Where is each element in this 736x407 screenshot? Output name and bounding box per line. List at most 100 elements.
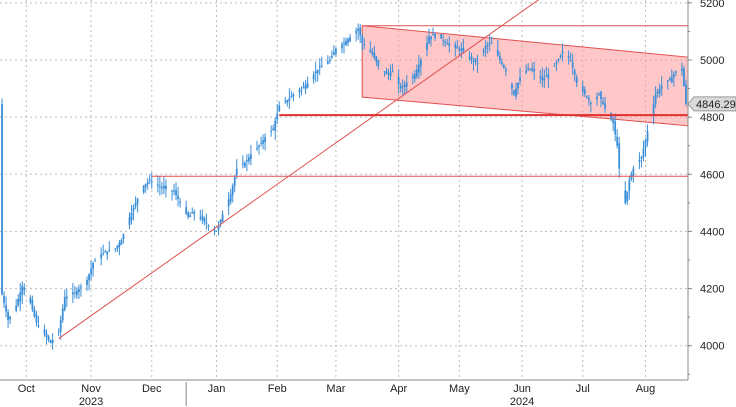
candle-body xyxy=(201,215,204,220)
candle-body xyxy=(341,44,343,49)
trend-lines xyxy=(58,0,688,339)
candle-body xyxy=(328,60,331,61)
candle-body xyxy=(500,62,503,64)
candle-body xyxy=(171,190,173,192)
candle-body xyxy=(363,44,366,46)
candle-body xyxy=(116,245,119,249)
candle-body xyxy=(108,249,111,251)
candle-body xyxy=(330,56,333,58)
candle-body xyxy=(274,120,277,131)
candle-body xyxy=(215,230,218,232)
candle-body xyxy=(203,218,206,222)
candle-body xyxy=(517,82,519,89)
candle-body xyxy=(488,43,491,45)
candle-body xyxy=(419,60,422,67)
candle-body xyxy=(229,194,232,202)
candle-body xyxy=(306,82,309,88)
candle-body xyxy=(217,225,220,231)
candle-body xyxy=(150,181,153,183)
candle-body xyxy=(373,52,376,59)
candle-body xyxy=(502,65,505,68)
channel-band-area xyxy=(361,25,689,127)
candle-body xyxy=(160,187,163,189)
candle-body xyxy=(614,121,617,135)
candle-body xyxy=(302,86,305,88)
candle-body xyxy=(284,100,287,102)
candle-body xyxy=(326,61,329,64)
candle-body xyxy=(343,42,345,45)
candle-body xyxy=(361,35,364,43)
candle-body xyxy=(15,305,18,311)
candle-body xyxy=(205,222,208,224)
candle-body xyxy=(529,68,532,70)
candle-body xyxy=(583,89,586,95)
candle-body xyxy=(569,60,572,61)
candle-body xyxy=(468,57,471,59)
candle-body xyxy=(250,154,252,160)
candle-body xyxy=(173,190,175,192)
candle-body xyxy=(553,65,556,67)
candle-body xyxy=(385,70,388,75)
candle-body xyxy=(73,292,76,294)
candle-body xyxy=(37,325,40,327)
candle-body xyxy=(256,147,258,149)
candle-body xyxy=(31,300,34,310)
candle-body xyxy=(94,260,97,262)
candle-body xyxy=(5,305,7,312)
candle-body xyxy=(683,68,685,87)
candle-body xyxy=(632,168,635,177)
candle-body xyxy=(610,113,613,120)
x-tick-label: Feb xyxy=(268,383,287,395)
x-tick-label: Nov xyxy=(81,383,101,395)
candle-body xyxy=(442,40,445,41)
candle-body xyxy=(57,331,60,333)
grid xyxy=(0,0,688,380)
candle-body xyxy=(375,56,378,62)
candle-body xyxy=(490,42,493,44)
x-tick-label: Jun xyxy=(513,383,531,395)
candle-body xyxy=(345,40,347,46)
candle-body xyxy=(670,77,673,83)
candle-body xyxy=(292,94,295,97)
x-tick-label: May xyxy=(449,383,470,395)
candle-body xyxy=(555,62,558,65)
candle-body xyxy=(144,183,147,187)
candle-body xyxy=(158,185,161,187)
candle-body xyxy=(472,60,475,62)
candle-body xyxy=(666,80,669,82)
candle-body xyxy=(165,185,167,190)
candle-body xyxy=(314,71,317,74)
candle-body xyxy=(357,28,360,31)
candle-body xyxy=(231,185,234,196)
candle-body xyxy=(456,46,459,49)
candle-body xyxy=(417,64,420,73)
candle-body xyxy=(413,74,416,79)
candle-body xyxy=(92,262,94,269)
candle-body xyxy=(320,65,323,68)
candle-body xyxy=(100,254,103,259)
candle-body xyxy=(189,215,192,217)
candle-body xyxy=(638,160,641,162)
candle-body xyxy=(35,314,38,323)
candle-body xyxy=(587,97,590,100)
candle-body xyxy=(227,199,230,207)
candle-body xyxy=(470,56,473,60)
candle-body xyxy=(415,69,418,77)
candle-body xyxy=(656,91,659,94)
x-tick-label: Aug xyxy=(636,383,656,395)
candle-body xyxy=(260,142,262,144)
candle-body xyxy=(65,296,68,299)
candle-body xyxy=(51,340,54,344)
x-tick-label: Apr xyxy=(390,383,407,395)
candle-body xyxy=(513,90,515,95)
candle-body xyxy=(104,251,107,253)
candle-body xyxy=(434,34,436,38)
candle-body xyxy=(106,251,109,255)
candle-body xyxy=(298,90,301,93)
candle-body xyxy=(128,217,131,226)
candle-body xyxy=(142,185,145,193)
candle-body xyxy=(519,77,521,81)
candle-body xyxy=(616,136,619,146)
candle-body xyxy=(484,45,487,49)
candle-body xyxy=(476,62,479,64)
